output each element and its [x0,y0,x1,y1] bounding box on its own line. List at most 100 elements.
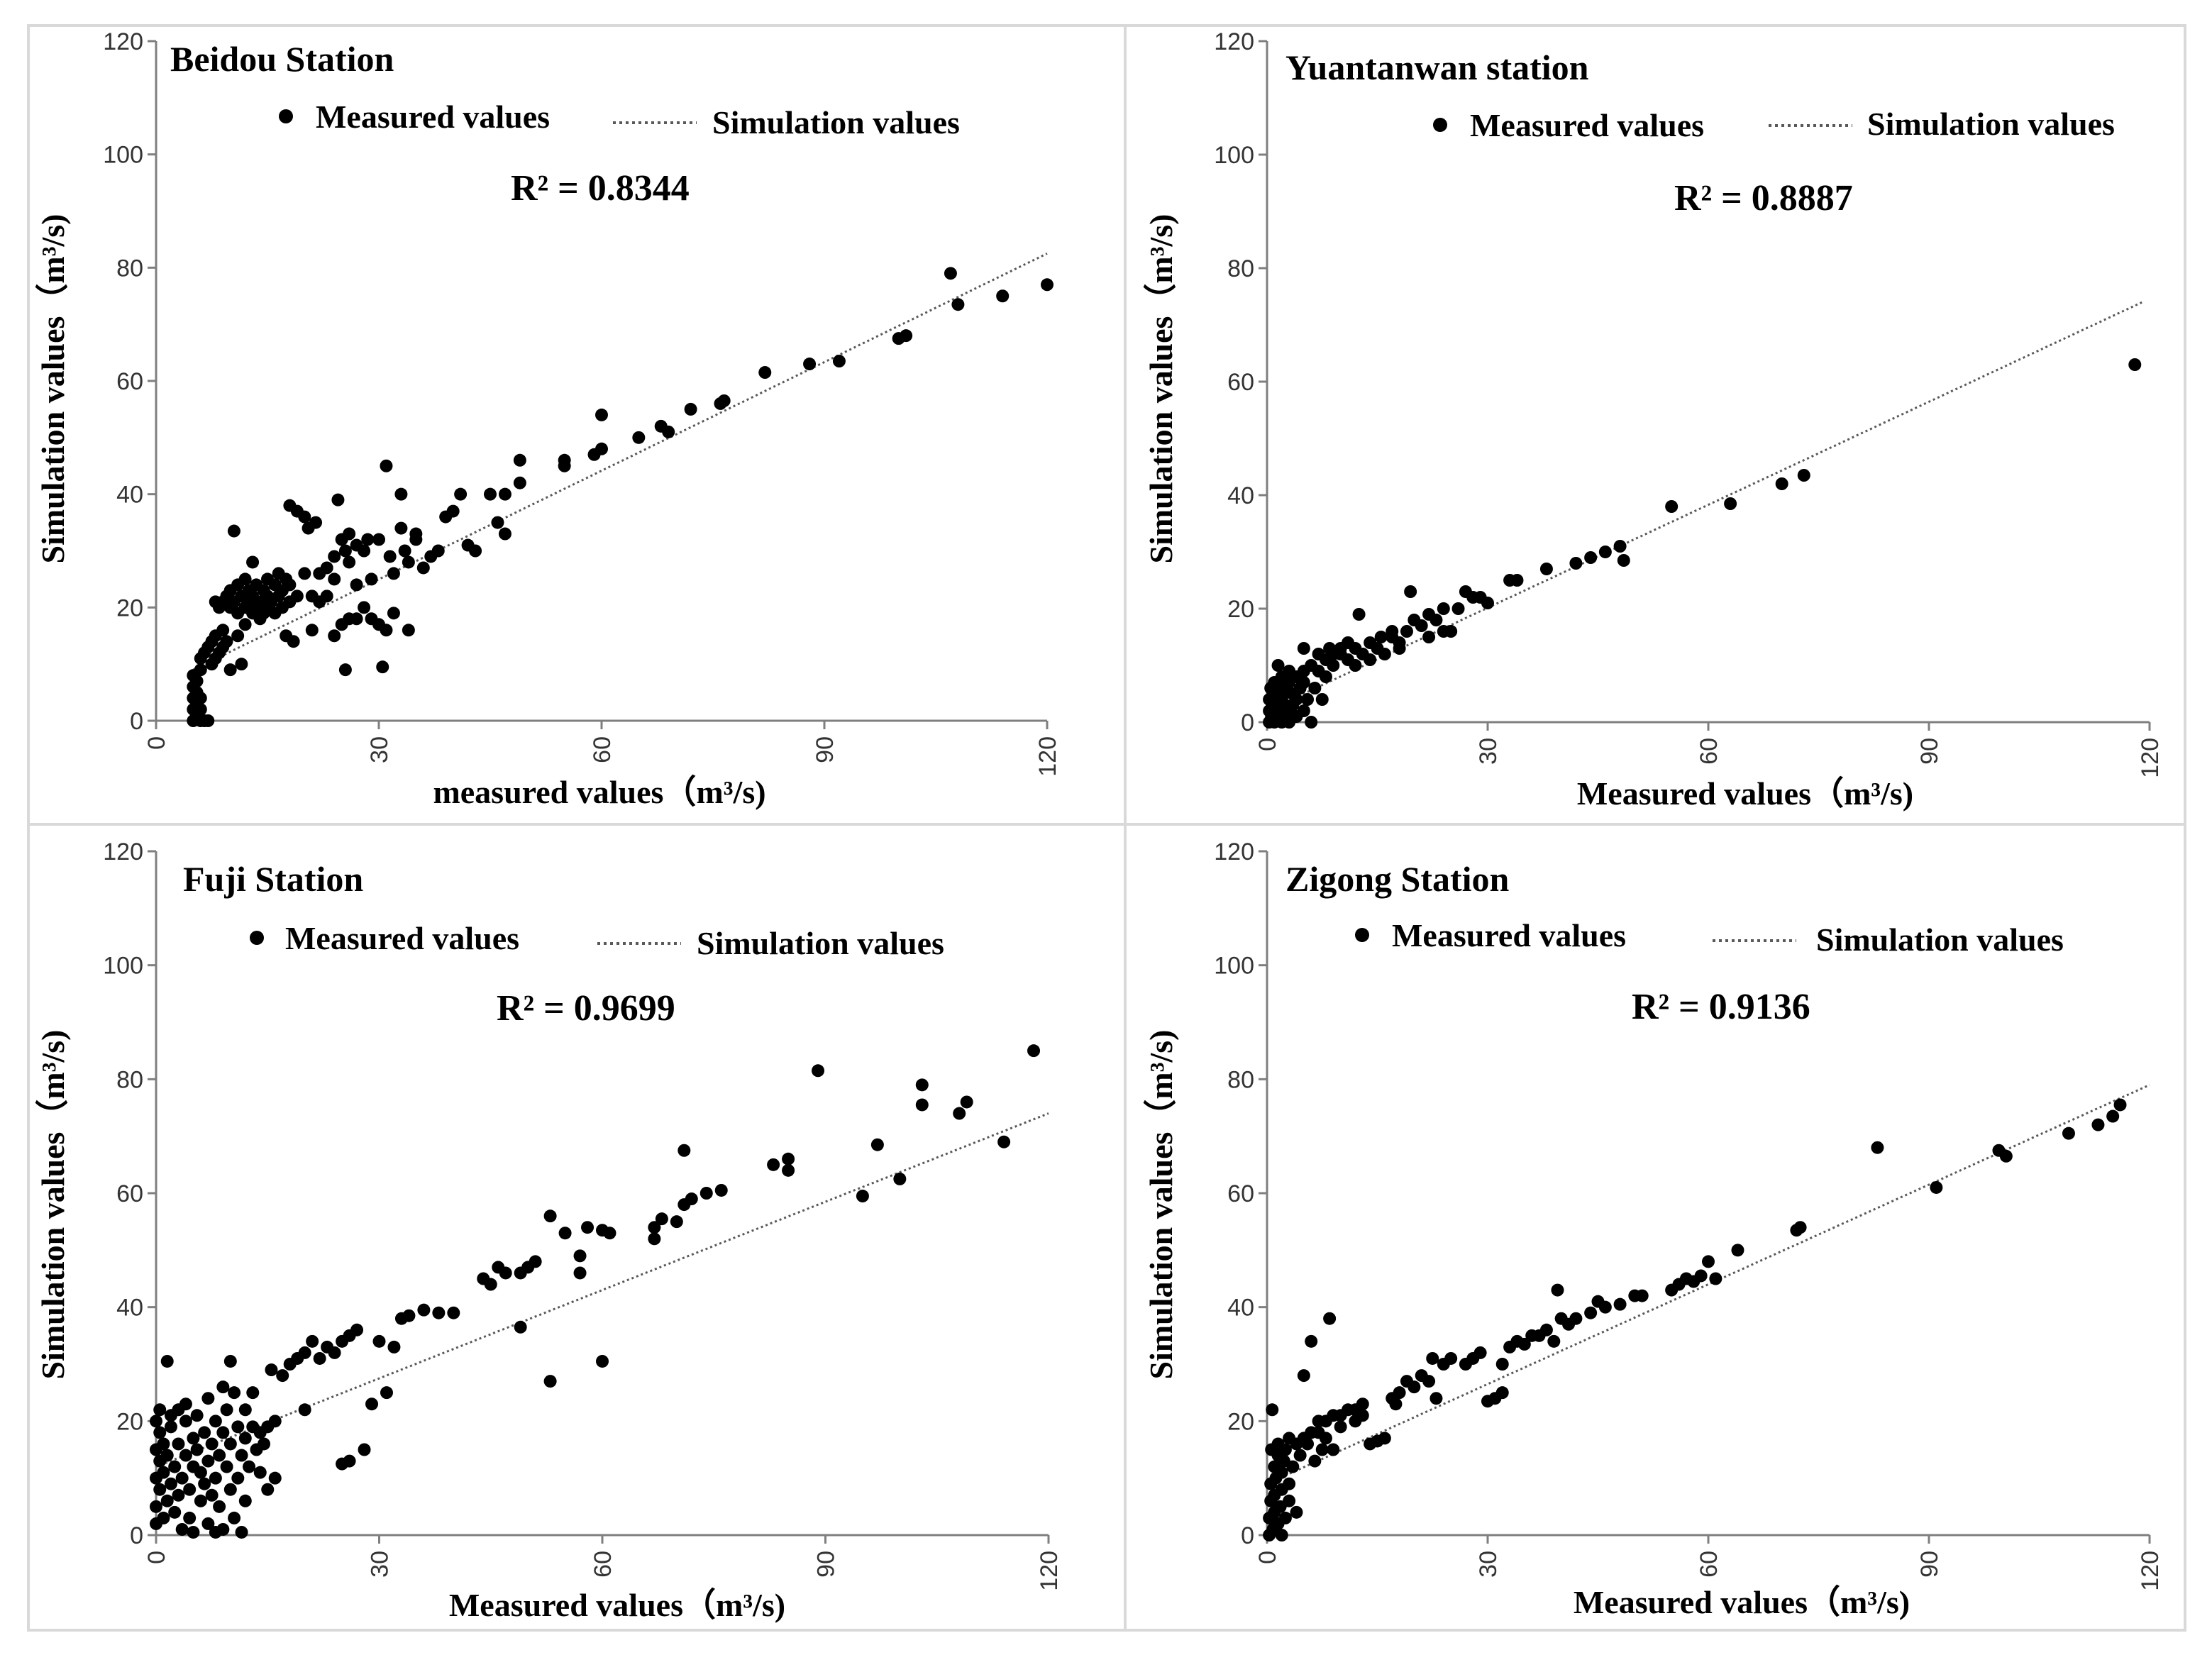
data-point [338,544,352,558]
data-point [758,366,772,380]
data-point [313,1351,326,1365]
x-tick-label: 0 [1254,1551,1281,1564]
data-point [1930,1180,1943,1194]
data-point [223,1437,237,1451]
axes: 0 20 40 60 80 100 120 0 30 60 90 120 [1214,28,2164,778]
data-point [1275,1529,1288,1541]
y-tick-label: 60 [116,368,143,395]
points [1263,1083,2150,1541]
data-point [1271,659,1285,672]
y-tick-label: 120 [103,838,143,865]
data-point [446,504,460,518]
data-point [1429,614,1443,626]
data-point [513,476,526,489]
data-point [298,1346,311,1359]
data-point [915,1098,929,1112]
data-point [498,527,511,541]
legend-marker [279,109,293,123]
data-point [328,550,341,563]
data-point [1305,1334,1318,1348]
data-point [164,1420,177,1434]
data-point [581,1221,595,1234]
data-point [153,1426,167,1439]
r2-label: R² = 0.9136 [1632,987,1810,1027]
data-point [376,660,389,674]
legend-simulation-label: Simulation values [712,104,960,140]
data-point [365,572,378,586]
y-tick-label: 20 [1227,1408,1254,1435]
data-point [231,1471,245,1485]
data-point [235,658,248,671]
data-point [205,1488,219,1502]
data-point [856,1190,869,1203]
data-point [1584,551,1598,564]
data-point [1378,1432,1391,1445]
data-point [216,1426,230,1439]
data-point [1393,642,1406,655]
data-point [1327,1443,1340,1456]
data-point [350,1323,364,1336]
data-point [201,1517,215,1530]
data-point [1473,1346,1487,1359]
data-point [1709,1272,1722,1285]
data-point [900,329,913,343]
data-point [662,425,675,438]
data-point [915,1078,929,1092]
data-point [1283,1494,1296,1507]
data-point [1517,1337,1531,1351]
x-tick-label: 60 [1696,738,1722,765]
data-point [343,527,356,541]
data-point [383,550,397,563]
data-point [246,1386,260,1400]
data-point [338,663,352,677]
data-point [1635,1289,1649,1302]
trendline [1266,301,2143,712]
data-point [201,1454,215,1468]
y-tick-label: 100 [1214,142,1254,169]
x-tick-label: 60 [589,736,616,763]
data-point [179,1415,192,1428]
data-point [194,1494,207,1507]
data-point [558,1227,572,1240]
data-point [238,618,252,631]
data-point [498,487,511,501]
axes: 0 20 40 60 80 100 120 0 30 60 90 120 [1214,838,2164,1591]
data-point [276,1369,289,1383]
data-point [238,1432,252,1445]
data-point [431,544,445,558]
data-point [320,590,333,603]
y-tick-label: 40 [1227,1295,1254,1322]
data-point [258,1437,271,1451]
x-tick-label: 60 [1696,1551,1722,1578]
data-point [287,635,300,648]
r2-label: R² = 0.9699 [497,988,675,1029]
data-point [1374,631,1388,643]
data-point [1665,500,1679,513]
data-point [514,1320,527,1334]
data-point [1613,1297,1627,1311]
data-point [268,1471,282,1485]
data-point [157,1511,170,1524]
data-point [944,267,957,280]
data-point [246,555,260,569]
data-point [220,1460,233,1473]
r2-label: R² = 0.8344 [511,168,690,209]
x-axis-label: Measured values（m³/s) [449,1587,785,1623]
data-point [1731,1244,1744,1257]
legend-measured-label: Measured values [1470,107,1704,143]
data-point [187,1432,200,1445]
data-point [454,487,468,501]
data-point [223,1483,237,1496]
data-point [343,555,356,569]
data-point [417,1303,431,1317]
data-point [243,1460,256,1473]
data-point [150,1500,162,1513]
x-tick-label: 0 [143,736,170,750]
data-point [216,624,230,637]
data-point [648,1221,661,1234]
y-axis-label: Simulation values（m³/s) [1143,1029,1179,1379]
data-point [213,1500,226,1513]
data-point [1408,1380,1421,1394]
data-point [2128,358,2142,371]
y-tick-label: 0 [1241,709,1254,736]
